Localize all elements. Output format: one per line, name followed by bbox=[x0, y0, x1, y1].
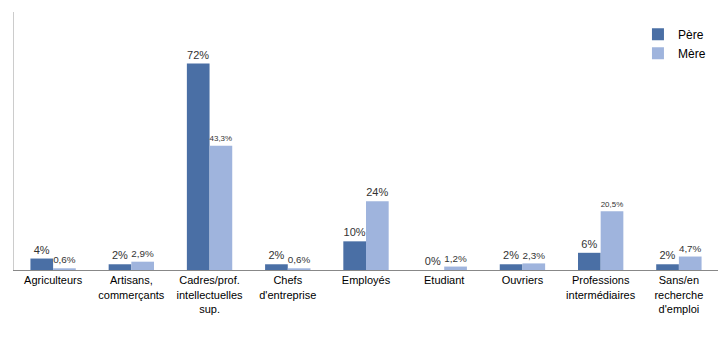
svg-text:Mère: Mère bbox=[678, 47, 706, 61]
svg-text:Père: Père bbox=[678, 28, 704, 42]
svg-text:24%: 24% bbox=[366, 186, 388, 198]
svg-text:Sans/enrecherched'emploi: Sans/enrecherched'emploi bbox=[654, 274, 703, 315]
svg-text:10%: 10% bbox=[344, 226, 366, 238]
svg-text:2,3%: 2,3% bbox=[522, 250, 545, 261]
svg-text:2%: 2% bbox=[659, 249, 675, 261]
svg-text:Chefsd'entreprise: Chefsd'entreprise bbox=[259, 274, 316, 300]
svg-text:20,5%: 20,5% bbox=[601, 200, 624, 209]
svg-text:2%: 2% bbox=[112, 249, 128, 261]
svg-text:6%: 6% bbox=[581, 238, 597, 250]
svg-text:72%: 72% bbox=[187, 49, 209, 61]
svg-text:4%: 4% bbox=[34, 244, 50, 256]
svg-text:1,2%: 1,2% bbox=[444, 253, 467, 264]
svg-text:Professionsintermédiaires: Professionsintermédiaires bbox=[566, 274, 636, 300]
svg-text:0,6%: 0,6% bbox=[53, 254, 76, 265]
svg-text:2%: 2% bbox=[503, 249, 519, 261]
svg-text:0,6%: 0,6% bbox=[288, 254, 311, 265]
svg-text:0%: 0% bbox=[425, 255, 441, 267]
svg-text:2,9%: 2,9% bbox=[131, 248, 154, 259]
svg-text:4,7%: 4,7% bbox=[679, 243, 702, 254]
svg-text:Agriculteurs: Agriculteurs bbox=[24, 274, 83, 286]
svg-text:Employés: Employés bbox=[342, 274, 391, 286]
svg-text:Etudiant: Etudiant bbox=[424, 274, 464, 286]
svg-text:43,3%: 43,3% bbox=[210, 134, 233, 143]
svg-text:Cadres/prof.intellectuellessup: Cadres/prof.intellectuellessup. bbox=[177, 274, 244, 315]
svg-text:2%: 2% bbox=[268, 249, 284, 261]
svg-text:Ouvriers: Ouvriers bbox=[502, 274, 544, 286]
svg-text:Artisans,commerçants: Artisans,commerçants bbox=[98, 274, 165, 300]
